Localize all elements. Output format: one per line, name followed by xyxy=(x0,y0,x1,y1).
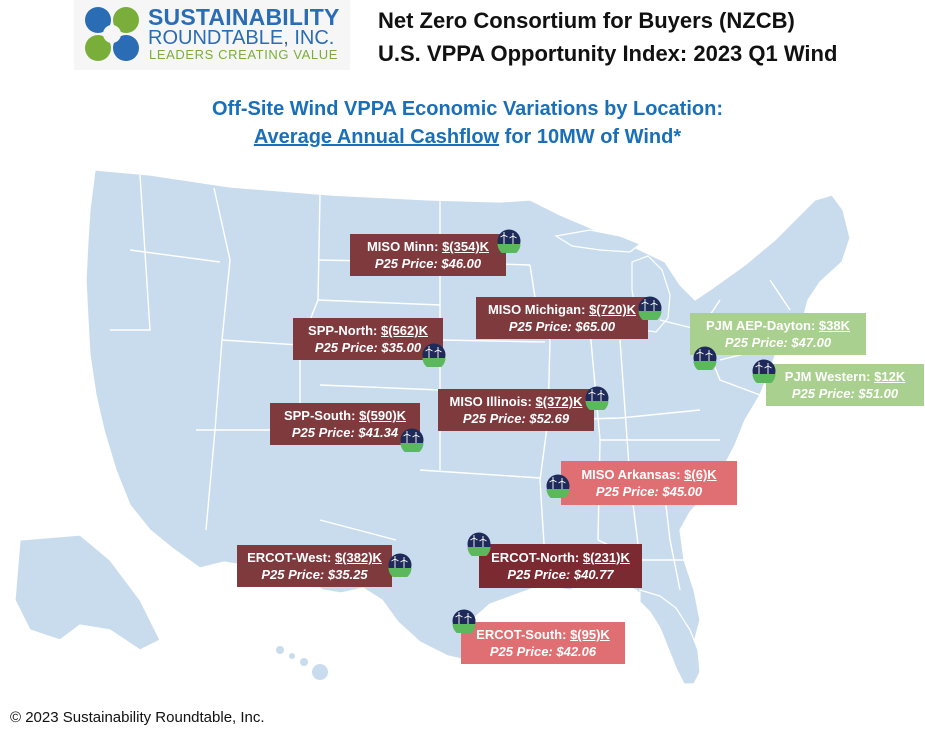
label-ercot-south: ERCOT-South: $(95)K P25 Price: $42.06 xyxy=(461,622,625,664)
label-pjm-aep-dayton: PJM AEP-Dayton: $38K P25 Price: $47.00 xyxy=(690,313,866,355)
location-name: MISO Arkansas: xyxy=(581,467,681,482)
florida-shape xyxy=(639,589,701,685)
location-name: PJM AEP-Dayton: xyxy=(705,318,816,333)
p25-price: P25 Price: $51.00 xyxy=(791,386,899,401)
alaska-shape xyxy=(14,534,161,651)
location-name: ERCOT-West: xyxy=(247,550,332,565)
map-title-line-2: Average Annual Cashflow for 10MW of Wind… xyxy=(0,126,925,149)
wind-farm-icon xyxy=(546,474,570,498)
cashflow-value: $(562)K xyxy=(381,323,428,338)
cashflow-value: $38K xyxy=(818,318,850,333)
cashflow-value: $(382)K xyxy=(334,550,382,565)
cashflow-value: $(354)K xyxy=(442,239,490,254)
label-spp-south: SPP-South: $(590)K P25 Price: $41.34 xyxy=(270,403,420,445)
wind-farm-icon xyxy=(497,229,521,253)
label-pjm-western: PJM Western: $12K P25 Price: $51.00 xyxy=(766,364,924,406)
logo-tagline: LEADERS CREATING VALUE xyxy=(149,47,338,62)
logo-line-2: ROUNDTABLE, INC. xyxy=(148,27,335,49)
label-miso-illinois: MISO Illinois: $(372)K P25 Price: $52.69 xyxy=(438,389,594,431)
wind-farm-icon xyxy=(422,343,446,367)
p25-price: P25 Price: $35.25 xyxy=(261,567,368,582)
label-ercot-north: ERCOT-North: $(231)K P25 Price: $40.77 xyxy=(479,544,642,588)
p25-price: P25 Price: $45.00 xyxy=(595,484,703,499)
logo-mark-icon xyxy=(85,7,139,61)
michigan-up-shape xyxy=(554,229,642,253)
cashflow-value: $(231)K xyxy=(582,550,630,565)
wind-farm-icon xyxy=(693,346,717,370)
location-name: PJM Western: xyxy=(784,369,871,384)
location-name: MISO Minn: xyxy=(366,239,439,254)
cashflow-value: $(6)K xyxy=(684,467,717,482)
wind-farm-icon xyxy=(467,532,491,556)
copyright-footer: © 2023 Sustainability Roundtable, Inc. xyxy=(10,709,265,726)
label-miso-michigan: MISO Michigan: $(720)K P25 Price: $65.00 xyxy=(476,297,648,339)
cashflow-value: $12K xyxy=(874,369,906,384)
location-name: SPP-North: xyxy=(308,323,378,338)
map-title-underlined: Average Annual Cashflow xyxy=(253,126,500,148)
p25-price: P25 Price: $47.00 xyxy=(724,335,832,350)
wind-farm-icon xyxy=(400,428,424,452)
location-name: MISO Illinois: xyxy=(449,394,532,409)
p25-price: P25 Price: $65.00 xyxy=(508,319,616,334)
p25-price: P25 Price: $42.06 xyxy=(489,644,597,659)
cashflow-value: $(720)K xyxy=(589,302,637,317)
p25-price: P25 Price: $46.00 xyxy=(374,256,482,271)
cashflow-value: $(95)K xyxy=(570,627,610,642)
company-logo: SUSTAINABILITY ROUNDTABLE, INC. LEADERS … xyxy=(74,0,350,70)
map-title-line-1: Off-Site Wind VPPA Economic Variations b… xyxy=(212,98,723,120)
location-name: ERCOT-North: xyxy=(491,550,580,565)
hawaii-shape xyxy=(276,646,328,680)
wind-farm-icon xyxy=(585,386,609,410)
p25-price: P25 Price: $35.00 xyxy=(314,340,422,355)
p25-price: P25 Price: $52.69 xyxy=(462,411,570,426)
map-title-rest: for 10MW of Wind* xyxy=(504,126,682,148)
cashflow-value: $(590)K xyxy=(359,408,407,423)
label-miso-minn: MISO Minn: $(354)K P25 Price: $46.00 xyxy=(350,234,506,276)
p25-price: P25 Price: $41.34 xyxy=(291,425,399,440)
wind-farm-icon xyxy=(388,553,412,577)
wind-farm-icon xyxy=(752,359,776,383)
p25-price: P25 Price: $40.77 xyxy=(507,567,614,582)
wind-farm-icon xyxy=(638,296,662,320)
location-name: MISO Michigan: xyxy=(487,302,586,317)
label-ercot-west: ERCOT-West: $(382)K P25 Price: $35.25 xyxy=(237,545,392,587)
logo-line-1: SUSTAINABILITY xyxy=(148,4,340,30)
location-name: ERCOT-South: xyxy=(476,627,567,642)
label-miso-arkansas: MISO Arkansas: $(6)K P25 Price: $45.00 xyxy=(561,461,737,505)
location-name: SPP-South: xyxy=(283,408,356,423)
label-spp-north: SPP-North: $(562)K P25 Price: $35.00 xyxy=(293,318,443,360)
header-title-line-2: U.S. VPPA Opportunity Index: 2023 Q1 Win… xyxy=(378,41,838,66)
header-title-line-1: Net Zero Consortium for Buyers (NZCB) xyxy=(378,8,795,33)
wind-farm-icon xyxy=(452,609,476,633)
cashflow-value: $(372)K xyxy=(535,394,583,409)
